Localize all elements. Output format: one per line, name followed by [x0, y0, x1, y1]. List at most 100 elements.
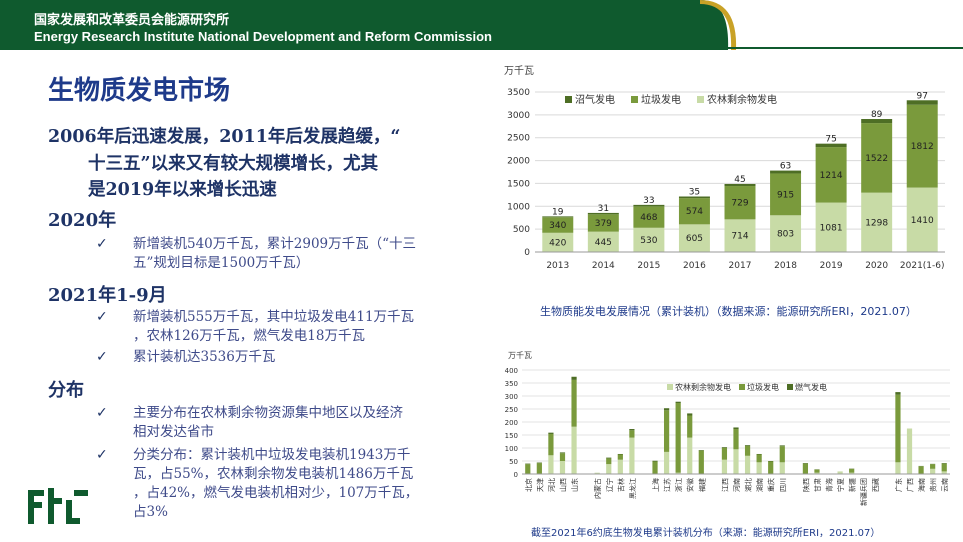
chart1-x-tick-label: 2017: [729, 261, 752, 271]
chart1-data-label: 445: [595, 238, 612, 248]
chart2-y-tick-label: 350: [505, 380, 518, 388]
chart1-bar-segment: [861, 192, 893, 252]
chart2-bar-segment: [756, 454, 762, 463]
chart2-x-tick-label: 陕西: [801, 478, 810, 492]
check-icon: ✓: [96, 405, 108, 421]
section-heading-2021: 2021年1-9月: [48, 285, 167, 306]
chart2-bar-segment: [721, 448, 728, 460]
chart2-bar-segment: [802, 463, 809, 464]
chart2-bar-segment: [548, 455, 554, 474]
chart2-bar-segment: [733, 449, 739, 474]
chart1-x-tick-label: 2019: [820, 261, 843, 271]
chart2-bar-segment: [756, 462, 762, 474]
summary-line-1: 2006年后迅速发展，2011年后发展趋缓，“: [48, 127, 401, 147]
chart2-bar-segment: [721, 447, 728, 448]
chart2-x-tick-label: 北京: [524, 478, 533, 492]
chart2-bar-segment: [629, 437, 635, 474]
chart2-bar-segment: [629, 429, 635, 431]
chart2-bar-segment: [849, 472, 855, 474]
chart1-bar-segment: [678, 196, 710, 199]
chart2-bar-segment: [941, 471, 947, 474]
chart1-y-tick-label: 0: [524, 248, 530, 258]
chart1-x-tick-label: 2016: [683, 261, 706, 271]
chart2-x-tick-label: 浙江: [674, 478, 683, 492]
eri-logo: [28, 488, 88, 524]
chart2-bar-segment: [849, 468, 855, 473]
chart2-bar-segment: [525, 464, 531, 474]
chart2-x-tick-label: 湖北: [744, 478, 753, 492]
chart1-data-label: 1081: [820, 223, 843, 233]
chart1-legend-label: 垃圾发电: [641, 93, 681, 106]
chart1-legend-swatch: [631, 96, 638, 103]
check-icon: ✓: [96, 447, 108, 463]
chart1-bar-segment: [906, 100, 938, 105]
chart1-x-tick-label: 2021(1-6): [900, 261, 945, 271]
chart1-data-label: 63: [780, 162, 791, 172]
chart1-data-label: 45: [734, 175, 745, 185]
chart2-bar-segment: [594, 472, 600, 474]
chart2-x-tick-label: 福建: [697, 478, 706, 492]
chart1-bar-segment: [587, 231, 619, 252]
chart1-bar-segment: [724, 219, 756, 252]
chart2-x-tick-label: 吉林: [616, 478, 625, 492]
chart1-data-label: 1812: [911, 142, 934, 152]
chart2-bar-segment: [536, 463, 542, 474]
chart2-legend-label: 农林剩余物发电: [675, 382, 731, 392]
chart2-caption: 截至2021年6约底生物发电累计装机分布（来源：能源研究所ERI，2021.07…: [531, 528, 881, 539]
chart2-x-tick-label: 贵州: [929, 478, 938, 492]
section-heading-distribution: 分布: [48, 380, 84, 401]
chart2-x-tick-label: 广东: [894, 478, 903, 492]
chart2-bar-segment: [536, 462, 542, 464]
chart2-x-tick-label: 内蒙古: [593, 478, 602, 499]
chart2-bar-segment: [837, 471, 843, 474]
chart2-x-tick-label: 辽宁: [605, 478, 614, 492]
bullet-2020-line-2: 五”规划目标是1500万千瓦）: [133, 255, 310, 271]
chart1-bar-segment: [724, 183, 756, 187]
chart1-bar-segment: [678, 198, 710, 225]
chart1-x-tick-label: 2018: [774, 261, 797, 271]
bullet-dist-b-line-3: ，占42%，燃气发电装机相对少，107万千瓦，: [133, 485, 419, 501]
chart2-y-tick-label: 400: [505, 367, 518, 375]
bullet-dist-b-line-2: 瓦，占55%，农林剩余物发电装机1486万千瓦: [133, 466, 414, 482]
chart1-y-tick-label: 3000: [507, 111, 530, 121]
check-icon: ✓: [96, 349, 108, 365]
chart2-bar-segment: [906, 428, 913, 474]
chart2-bar-segment: [571, 426, 577, 474]
chart2-bar-segment: [768, 461, 774, 462]
chart2-legend-label: 燃气发电: [795, 382, 827, 392]
chart1-data-label: 89: [871, 110, 883, 120]
chart2-bar-segment: [895, 394, 901, 463]
chart2-bar-segment: [652, 460, 658, 462]
chart1-data-label: 714: [731, 232, 748, 242]
chart1-data-label: 1214: [820, 171, 843, 181]
chart2-legend-swatch: [667, 384, 673, 390]
chart1-x-tick-label: 2013: [546, 261, 569, 271]
chart1-bar-segment: [770, 215, 802, 252]
chart2-bar-segment: [525, 463, 531, 465]
chart2-bar-segment: [930, 464, 936, 469]
org-name-cn: 国家发展和改革委员会能源研究所: [34, 13, 230, 28]
chart1-bar-segment: [815, 143, 847, 148]
chart1-data-label: 530: [640, 236, 657, 246]
chart2-bar-segment: [663, 451, 670, 474]
chart2-bar-segment: [571, 376, 577, 380]
summary-line-3: 是2019年以来增长迅速: [88, 180, 277, 200]
chart1-y-unit: 万千瓦: [504, 65, 534, 77]
chart2-bar-segment: [675, 472, 681, 474]
header-banner: 国家发展和改革委员会能源研究所 Energy Research Institut…: [0, 0, 963, 50]
chart1-y-tick-label: 3500: [507, 88, 530, 98]
chart2-y-tick-label: 200: [505, 419, 518, 427]
chart2-legend-swatch: [739, 384, 745, 390]
chart2-legend-swatch: [787, 384, 793, 390]
header-background: [0, 0, 963, 50]
chart1-data-label: 31: [598, 204, 609, 214]
chart2-bar-segment: [663, 408, 670, 411]
chart1-bar-segment: [587, 214, 619, 232]
chart1-data-label: 468: [640, 213, 657, 223]
chart2-bar-segment: [733, 429, 739, 450]
chart1-data-label: 574: [686, 207, 703, 217]
chart2-x-tick-label: 新疆兵团: [859, 478, 868, 506]
chart2-bar-segment: [814, 469, 820, 473]
chart2-bar-segment: [559, 461, 566, 474]
chart1-bar-segment: [633, 227, 665, 252]
